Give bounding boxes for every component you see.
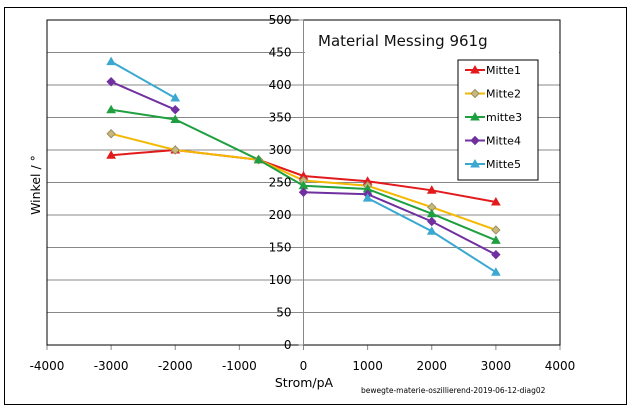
y-tick-label: 500 bbox=[269, 13, 292, 27]
data-point-mitte2 bbox=[106, 129, 116, 139]
x-tick-label: -3000 bbox=[94, 359, 129, 373]
tick-labels: 0 50 100 150 200 250 300 350 400 450 500 -4000 -3000… bbox=[30, 13, 576, 373]
legend-marker-icon bbox=[470, 135, 480, 146]
x-tick-label: 3000 bbox=[481, 359, 512, 373]
y-tick-label: 250 bbox=[269, 176, 292, 190]
x-tick-label: -4000 bbox=[30, 359, 65, 373]
y-tick-label: 400 bbox=[269, 78, 292, 92]
data-point-mitte4 bbox=[491, 249, 501, 260]
data-point-mitte3 bbox=[106, 104, 116, 114]
x-tick-label: 0 bbox=[300, 359, 308, 373]
data-point-mitte5 bbox=[491, 267, 501, 276]
x-tick-label: -1000 bbox=[222, 359, 257, 373]
footnote: bewegte-materie-oszillierend-2019-06-12-… bbox=[361, 386, 546, 395]
legend: Mitte1 Mitte2 mitte3 Mitte4 Mitte5 bbox=[457, 59, 539, 181]
legend-label: Mitte5 bbox=[486, 158, 521, 171]
y-tick-label: 50 bbox=[276, 306, 291, 320]
x-axis-label: Strom/pA bbox=[275, 375, 334, 390]
y-tick-label: 450 bbox=[269, 46, 292, 60]
x-tick-label: 2000 bbox=[416, 359, 447, 373]
title-background bbox=[305, 21, 559, 65]
y-tick-label: 200 bbox=[269, 208, 292, 222]
axes bbox=[46, 19, 561, 350]
y-tick-label: 0 bbox=[284, 338, 292, 352]
y-tick-label: 300 bbox=[269, 143, 292, 157]
data-point-mitte4 bbox=[427, 216, 437, 227]
data-point-mitte5 bbox=[170, 92, 181, 102]
x-tick-label: 1000 bbox=[352, 359, 383, 373]
series-line-mitte4 bbox=[303, 191, 497, 256]
data-point-mitte3 bbox=[491, 235, 501, 244]
x-tick-label: -2000 bbox=[158, 359, 193, 373]
data-point-mitte4 bbox=[170, 104, 180, 115]
legend-marker-icon bbox=[470, 158, 480, 168]
y-tick-label: 350 bbox=[269, 111, 292, 125]
legend-marker-icon bbox=[470, 64, 480, 74]
data-point-mitte2 bbox=[170, 145, 180, 155]
data-point-mitte5 bbox=[426, 226, 437, 235]
data-point-mitte5 bbox=[106, 56, 116, 66]
data-point-mitte1 bbox=[426, 185, 437, 194]
y-axis-label: Winkel / ° bbox=[28, 155, 43, 215]
x-tick-label: 4000 bbox=[545, 359, 576, 373]
data-point-mitte4 bbox=[106, 77, 116, 87]
legend-marker-icon bbox=[470, 111, 480, 121]
series-line-mitte5 bbox=[110, 60, 176, 99]
legend-label: Mitte1 bbox=[486, 64, 521, 77]
data-point-mitte4 bbox=[298, 187, 309, 197]
data-point-mitte2 bbox=[491, 225, 501, 235]
data-point-mitte3 bbox=[426, 208, 437, 218]
legend-label: Mitte4 bbox=[486, 135, 521, 148]
data-point-mitte5 bbox=[362, 193, 373, 202]
legend-label: Mitte2 bbox=[486, 88, 521, 101]
y-tick-label: 100 bbox=[269, 273, 292, 287]
data-point-mitte1 bbox=[491, 196, 501, 206]
series-markers bbox=[106, 56, 501, 276]
y-tick-label: 150 bbox=[269, 241, 292, 255]
series-line-mitte4 bbox=[110, 80, 176, 111]
data-point-mitte3 bbox=[170, 114, 181, 123]
legend-marker-icon bbox=[470, 88, 480, 99]
chart-frame bbox=[4, 7, 627, 405]
chart-title: Material Messing 961g bbox=[318, 32, 488, 50]
data-point-mitte3 bbox=[253, 154, 264, 164]
legend-label: mitte3 bbox=[486, 111, 522, 124]
data-point-mitte1 bbox=[106, 150, 116, 159]
